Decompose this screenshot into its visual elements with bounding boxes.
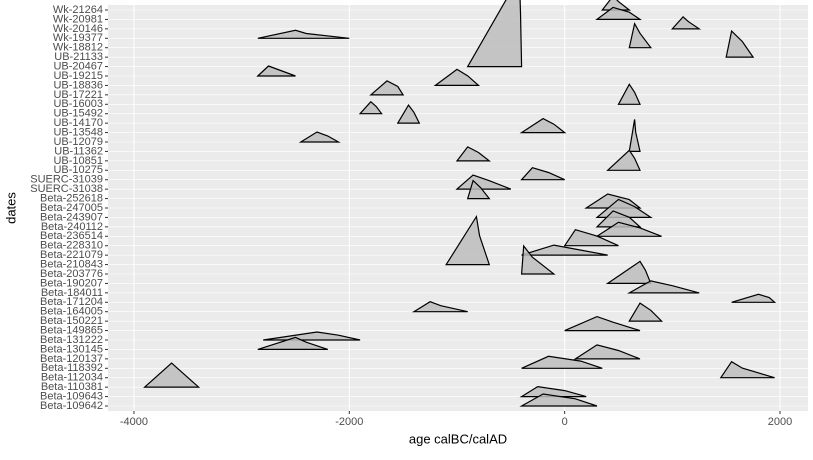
ridge [143,362,201,388]
ridge [564,315,641,332]
y-tick-label: UB-20467 [53,60,103,72]
ridge [298,131,341,143]
y-tick-label: Beta-247005 [40,202,103,214]
ridge [411,301,468,313]
y-tick-label: Beta-203776 [40,268,103,280]
y-tick-label: UB-15492 [53,108,103,120]
y-tick-label: Beta-252618 [40,192,103,204]
y-tick-label: SUERC-31038 [30,183,103,195]
ridge [358,100,383,115]
ridge [257,336,328,350]
ridge [628,119,641,152]
y-tick-label: Beta-221079 [40,249,103,261]
y-tick-label: Beta-120137 [40,353,103,365]
ridge [521,244,608,256]
y-tick-label: Beta-109643 [40,390,103,402]
ridge [519,117,567,134]
ridge [257,29,350,39]
y-tick-label: UB-13548 [53,126,103,138]
y-tick-label: Beta-236514 [40,230,103,242]
ridge [455,146,492,162]
y-tick-label: Beta-149865 [40,324,103,336]
y-tick-label: Beta-131222 [40,334,103,346]
y-tick-label: Beta-112034 [41,372,103,384]
ridge [369,80,405,96]
y-tick-label: SUERC-31039 [30,174,103,186]
y-tick-label: Wk-20146 [53,23,103,35]
y-tick-label: Beta-190207 [40,277,103,289]
ridge [433,68,481,86]
y-tick-label: Wk-19377 [53,32,103,44]
ridge [628,22,652,49]
y-tick-label: Beta-240112 [41,221,103,233]
ridge [466,179,491,200]
y-tick-label: UB-21133 [54,51,103,63]
ridge [605,260,652,284]
y-tick-label: UB-18836 [53,79,103,91]
ridge [606,149,641,171]
y-tick-label: UB-10851 [53,155,103,167]
y-tick-label: Wk-21264 [53,4,103,16]
ridge [519,393,598,407]
y-tick-label: Beta-171204 [40,296,103,308]
ridge [670,16,702,30]
x-tick-label: -2000 [335,416,363,428]
ridge [573,344,641,360]
ridge [594,221,662,237]
ridge [455,174,512,190]
y-tick-label: Beta-210843 [40,258,103,270]
y-tick-label: Beta-164005 [40,306,103,318]
ridge [719,360,775,379]
ridge [256,65,296,77]
ridge [520,244,556,275]
y-tick-label: UB-19215 [53,70,103,82]
y-tick-label: Wk-20981 [53,13,103,25]
y-tick-label: UB-12079 [53,136,103,148]
y-tick-label: Beta-118392 [41,362,103,374]
ridge [626,280,700,294]
y-tick-label: Beta-130145 [40,343,103,355]
ridge [521,355,603,369]
ridge [725,29,755,58]
y-tick-label: UB-11362 [54,145,103,157]
ridge [263,331,361,341]
ridge [466,0,523,68]
y-tick-label: UB-10275 [53,164,103,176]
y-tick-label: Beta-184011 [41,287,103,299]
y-tick-label: Beta-109642 [40,400,103,412]
x-axis-title: age calBC/calAD [409,431,507,446]
x-tick-label: 2000 [768,416,792,428]
y-tick-label: Wk-18812 [53,42,103,54]
ridge [628,302,664,322]
y-axis-title: dates [3,192,18,224]
x-tick-label: 0 [562,416,568,428]
y-tick-label: UB-17221 [53,89,103,101]
ridge [595,6,642,20]
ridge [396,104,421,124]
y-tick-label: Beta-228310 [40,240,103,252]
ridge [563,228,619,247]
ridge [617,83,641,105]
ridge [731,293,777,303]
ridge [445,214,491,266]
y-tick-label: UB-14170 [53,117,103,129]
y-tick-label: UB-16003 [53,98,103,110]
y-tick-label: Beta-243907 [40,211,103,223]
y-tick-label: Beta-110381 [41,381,103,393]
x-tick-label: -4000 [120,416,148,428]
ridge [520,167,565,181]
y-tick-label: Beta-150221 [40,315,103,327]
